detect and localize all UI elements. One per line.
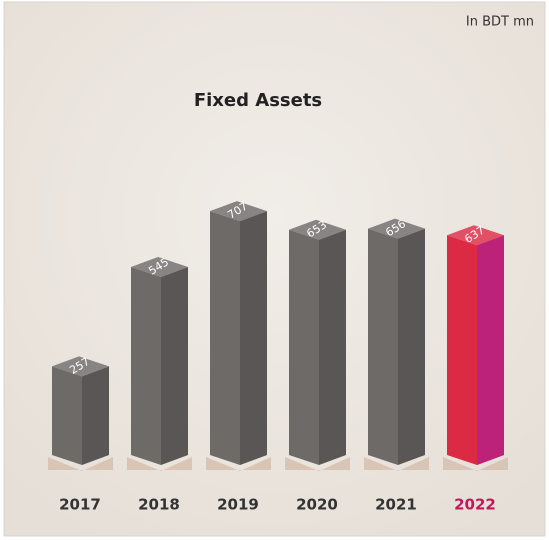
bar-top xyxy=(210,201,267,222)
chart-title: Fixed Assets xyxy=(194,90,322,111)
bar-side-shade xyxy=(319,229,346,465)
x-tick-label: 2019 xyxy=(217,496,259,514)
bar-top xyxy=(447,225,504,246)
bar-top-shade xyxy=(289,219,346,240)
bar-side xyxy=(319,229,346,465)
bar-top-shade xyxy=(52,356,109,377)
bar-side-shade xyxy=(161,266,188,465)
bar-base xyxy=(364,457,429,471)
bar-top-shade xyxy=(131,256,188,277)
bar xyxy=(368,218,425,465)
x-tick-label: 2020 xyxy=(296,496,338,514)
bar-top xyxy=(289,219,346,240)
bar-side-shade xyxy=(398,228,425,465)
bar-side-shade xyxy=(82,366,109,465)
bar-front xyxy=(289,229,319,465)
bar-base xyxy=(443,457,508,471)
bar-side xyxy=(161,266,188,465)
x-tick-label: 2022 xyxy=(454,496,496,514)
bar xyxy=(52,356,109,465)
bar-base xyxy=(285,457,350,471)
x-tick-label: 2017 xyxy=(59,496,101,514)
bar-top-shade xyxy=(368,218,425,239)
bar-top xyxy=(131,256,188,277)
bar-front xyxy=(52,366,82,465)
unit-note: In BDT mn xyxy=(466,15,534,30)
bar-front xyxy=(368,228,398,465)
bar-front xyxy=(447,235,477,465)
bar xyxy=(131,256,188,465)
bar-front xyxy=(210,211,240,465)
bar-side-shade xyxy=(240,211,267,465)
bar-top-shade xyxy=(210,201,267,222)
bar-top xyxy=(52,356,109,377)
bar-front xyxy=(131,266,161,465)
bar-base xyxy=(127,457,192,471)
x-tick-label: 2021 xyxy=(375,496,417,514)
x-tick-label: 2018 xyxy=(138,496,180,514)
bar-side-shade xyxy=(477,235,504,465)
bar-base xyxy=(206,457,271,471)
bar-side xyxy=(398,228,425,465)
bar-top xyxy=(368,218,425,239)
bar-side xyxy=(82,366,109,465)
bar xyxy=(447,225,504,465)
bar-base xyxy=(48,457,113,471)
bar xyxy=(210,201,267,465)
bar xyxy=(289,219,346,465)
bar-side xyxy=(240,211,267,465)
bar-top-shade xyxy=(447,225,504,246)
